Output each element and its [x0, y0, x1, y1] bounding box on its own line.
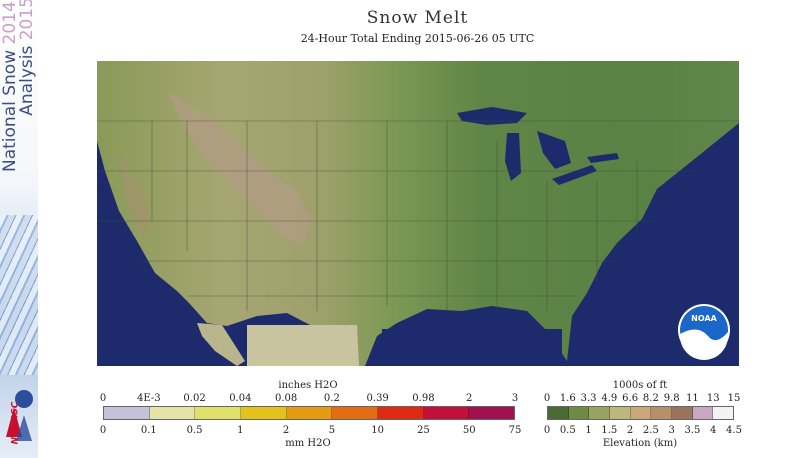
map-title: Snow Melt [366, 8, 469, 28]
bottom-tick-label: 2 [282, 425, 290, 436]
top-tick-label: 0.04 [229, 393, 252, 404]
bottom-tick-label: 75 [508, 425, 522, 436]
top-tick-label: 2 [466, 393, 473, 404]
sierra-nevada [117, 151, 152, 236]
bottom-tick-label: 10 [371, 425, 385, 436]
bottom-tick-label: 0 [543, 425, 551, 436]
legend-swatch [548, 407, 569, 419]
nohrsc-logo-icon [6, 390, 33, 441]
legend-swatch [241, 407, 287, 419]
nohrsc-logo-text: NOHRSC [10, 401, 21, 445]
bottom-tick-label: 2 [626, 425, 634, 436]
legend-swatch [286, 407, 333, 419]
legend-swatch [149, 407, 196, 419]
elevation-color-bar [547, 406, 734, 420]
legend-swatch [423, 407, 470, 419]
melt-legend-top-label: inches H2O [278, 380, 338, 391]
bottom-tick-label: 4 [710, 425, 717, 436]
conus-land [97, 61, 739, 366]
noaa-logo-text: NOAA [691, 314, 717, 323]
baja-land [197, 323, 245, 366]
mexico-land [247, 325, 359, 366]
legend-swatch [195, 407, 242, 419]
top-tick-label: 0.02 [183, 393, 206, 404]
sidebar-year2: 2015 [17, 0, 37, 41]
top-tick-label: 0 [99, 393, 107, 404]
bottom-tick-label: 0.1 [140, 425, 157, 436]
map-subtitle: 24-Hour Total Ending 2015-06-26 05 UTC [300, 32, 535, 45]
lake-huron [537, 131, 571, 169]
top-tick-label: 4.9 [601, 393, 618, 404]
elevation-legend-top-label: 1000s of ft [612, 380, 668, 391]
top-tick-label: 1.6 [559, 393, 576, 404]
top-tick-label: 0.2 [323, 393, 340, 404]
top-tick-label: 0.98 [412, 393, 435, 404]
bottom-tick-label: 0 [99, 425, 107, 436]
elevation-legend-bottom-label: Elevation (km) [602, 438, 678, 449]
top-tick-label: 11 [686, 393, 699, 404]
legend-swatch [332, 407, 379, 419]
sidebar-ice-image [0, 215, 38, 375]
bottom-tick-label: 3 [668, 425, 675, 436]
top-tick-label: 0.08 [274, 393, 298, 404]
bottom-tick-label: 0.5 [186, 425, 203, 436]
bottom-tick-label: 4.5 [726, 425, 742, 436]
bottom-tick-label: 0.5 [559, 425, 576, 436]
legend-swatch [589, 407, 611, 419]
legend-swatch [692, 407, 714, 419]
sidebar-banner: National Snow 2014 Analysis 2015 NOHRSC [0, 0, 38, 458]
noaa-logo: NOAA [678, 304, 730, 360]
bottom-tick-label: 1.5 [601, 425, 618, 436]
top-tick-label: 3 [511, 393, 519, 404]
bottom-tick-label: 1 [237, 425, 244, 436]
bottom-tick-label: 3.5 [684, 425, 701, 436]
bottom-tick-label: 5 [328, 425, 336, 436]
legend-swatch [610, 407, 631, 419]
rocky-mountains [167, 91, 312, 246]
top-tick-label: 9.8 [663, 393, 680, 404]
top-tick-label: 4E-3 [136, 393, 161, 404]
legend-swatch [630, 407, 652, 419]
top-tick-label: 0.39 [366, 393, 389, 404]
melt-legend-bottom-label: mm H2O [285, 438, 331, 449]
legend-swatch [104, 407, 150, 419]
gulf-of-mexico [382, 329, 562, 366]
bottom-tick-label: 1 [585, 425, 592, 436]
sidebar-title-line2: Analysis [17, 45, 37, 116]
lake-ontario [587, 153, 619, 163]
snow-melt-map: NOAA [97, 61, 739, 366]
legend-swatch [672, 407, 693, 419]
sidebar-title: National Snow 2014 Analysis 2015 [0, 0, 37, 172]
bottom-tick-label: 25 [417, 425, 430, 436]
legend-swatch [469, 407, 515, 419]
lake-superior [457, 107, 527, 125]
top-tick-label: 6.6 [622, 393, 639, 404]
legend-swatch [713, 407, 734, 419]
lake-erie [552, 165, 597, 185]
state-borders [97, 120, 739, 311]
legend-swatch [378, 407, 424, 419]
top-tick-label: 0 [543, 393, 551, 404]
melt-color-bar [103, 406, 515, 420]
bottom-tick-label: 2.5 [642, 425, 659, 436]
bottom-tick-label: 50 [462, 425, 476, 436]
top-tick-label: 15 [727, 393, 741, 404]
top-tick-label: 13 [706, 393, 720, 404]
legend-swatch [568, 407, 590, 419]
legend-swatch [651, 407, 673, 419]
top-tick-label: 8.2 [642, 393, 659, 404]
top-tick-label: 3.3 [580, 393, 597, 404]
lake-michigan [505, 133, 521, 181]
